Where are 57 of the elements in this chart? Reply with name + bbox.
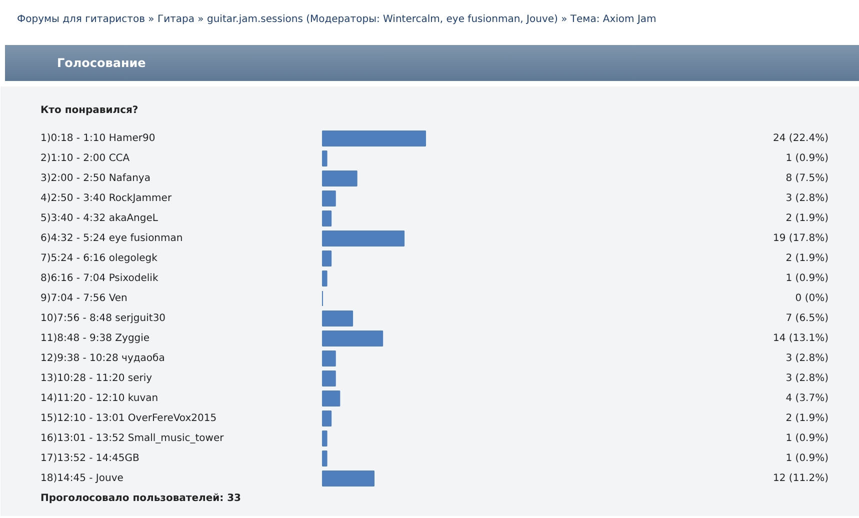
data-label: 2 (1.9%): [786, 213, 829, 224]
bar: [322, 410, 332, 426]
y-tick-label: 5)3:40 - 4:32 akaAngeL: [40, 213, 158, 224]
y-tick-label: 6)4:32 - 5:24 eye fusionman: [40, 233, 183, 244]
y-tick-label: 12)9:38 - 10:28 чудаоба: [40, 353, 165, 364]
data-label: 0 (0%): [795, 293, 829, 304]
data-label: 3 (2.8%): [786, 373, 829, 384]
y-tick-label: 15)12:10 - 13:01 OverFereVox2015: [40, 413, 217, 424]
y-tick-label: 18)14:45 - Jouve: [40, 473, 124, 484]
y-tick-label: 14)11:20 - 12:10 kuvan: [40, 393, 158, 404]
data-label: 7 (6.5%): [786, 313, 829, 324]
y-tick-label: 1)0:18 - 1:10 Hamer90: [40, 133, 156, 144]
bar: [322, 230, 405, 246]
y-tick-label: 8)6:16 - 7:04 Psixodelik: [40, 273, 158, 284]
text: Кто понравился?: [40, 105, 138, 116]
data-label: 24 (22.4%): [773, 133, 829, 144]
y-tick-label: 3)2:00 - 2:50 Nafanya: [40, 173, 150, 184]
data-label: 2 (1.9%): [786, 253, 829, 264]
data-label: 14 (13.1%): [773, 333, 829, 344]
bar: [322, 330, 384, 346]
data-label: 12 (11.2%): [773, 473, 829, 484]
data-label: 4 (3.7%): [786, 393, 829, 404]
y-tick-label: 7)5:24 - 6:16 olegolegk: [40, 253, 158, 264]
data-label: 1 (0.9%): [786, 433, 829, 444]
bar: [322, 430, 328, 446]
y-tick-label: 10)7:56 - 8:48 serjguit30: [40, 313, 166, 324]
bar: [322, 310, 354, 326]
data-label: 3 (2.8%): [786, 193, 829, 204]
bar: [322, 150, 328, 166]
y-tick-label: 13)10:28 - 11:20 seriy: [40, 373, 152, 384]
bar: [322, 210, 332, 226]
y-tick-label: 4)2:50 - 3:40 RockJammer: [40, 193, 172, 204]
bar: [322, 170, 358, 186]
bar: [322, 370, 336, 386]
y-tick-label: 2)1:10 - 2:00 CCA: [40, 153, 130, 164]
data-label: 1 (0.9%): [786, 273, 829, 284]
bar: [322, 190, 336, 206]
data-label: 8 (7.5%): [786, 173, 829, 184]
data-label: 19 (17.8%): [773, 233, 829, 244]
bar: [322, 390, 340, 406]
y-tick-label: 16)13:01 - 13:52 Small_music_tower: [40, 433, 225, 444]
data-label: 3 (2.8%): [786, 353, 829, 364]
y-tick-label: 11)8:48 - 9:38 Zyggie: [40, 333, 150, 344]
data-label: 1 (0.9%): [786, 453, 829, 464]
bar: [322, 470, 374, 486]
bar: [322, 450, 328, 466]
data-label: 2 (1.9%): [786, 413, 829, 424]
text: Голосование: [57, 55, 146, 72]
y-tick-label: 17)13:52 - 14:45GB: [40, 453, 140, 464]
data-label: 1 (0.9%): [786, 153, 829, 164]
y-tick-label: 9)7:04 - 7:56 Ven: [40, 293, 128, 304]
bar: [322, 130, 426, 146]
text: Проголосовало пользователей: 33: [40, 493, 242, 504]
text: Форумы для гитаристов » Гитара » guitar.jam.sessions (Модераторы: Wintercalm, eye fusionman, Jouve) » Тема: Axiom Jam: [17, 13, 656, 27]
bar: [322, 270, 328, 286]
bar: [322, 350, 336, 366]
bar: [322, 250, 332, 266]
